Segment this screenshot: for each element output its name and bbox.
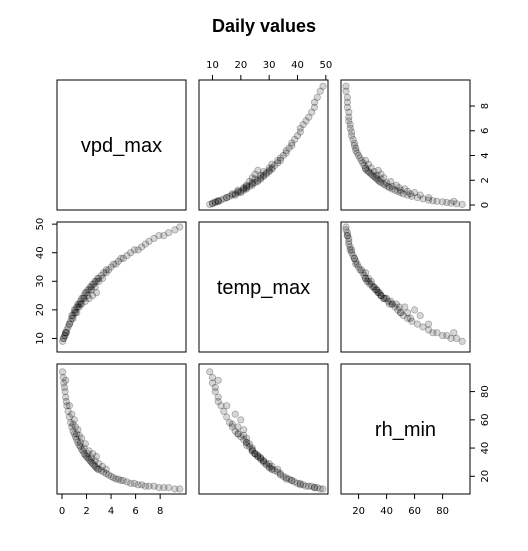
point-vpd_max-vs-temp_max	[269, 161, 275, 167]
tick-label-vpd_max: 8	[480, 103, 491, 109]
point-temp_max-vs-rh_min	[375, 290, 381, 296]
tick-label-temp_max: 50	[319, 60, 332, 71]
point-rh_min-vs-vpd_max	[72, 424, 78, 430]
point-rh_min-vs-vpd_max	[69, 411, 75, 417]
point-rh_min-vs-temp_max	[215, 377, 221, 383]
point-temp_max-vs-rh_min	[411, 307, 417, 313]
panel-temp_max-vpd_max	[57, 222, 186, 352]
point-vpd_max-vs-temp_max	[255, 167, 261, 173]
point-temp_max-vs-rh_min	[396, 304, 402, 310]
tick-label-vpd_max: 0	[59, 506, 65, 517]
point-temp_max-vs-vpd_max	[66, 321, 72, 327]
tick-label-temp_max: 20	[35, 303, 46, 316]
point-temp_max-vs-rh_min	[343, 224, 349, 230]
point-rh_min-vs-vpd_max	[66, 403, 72, 409]
point-vpd_max-vs-rh_min	[425, 194, 431, 200]
tick-label-vpd_max: 0	[480, 202, 491, 208]
diagonal-label-rh_min: rh_min	[375, 419, 436, 441]
point-rh_min-vs-temp_max	[235, 424, 241, 430]
point-vpd_max-vs-rh_min	[417, 192, 423, 198]
tick-label-temp_max: 50	[35, 218, 46, 231]
point-rh_min-vs-temp_max	[246, 441, 252, 447]
point-rh_min-vs-temp_max	[320, 486, 326, 492]
point-temp_max-vs-rh_min	[417, 312, 423, 318]
point-vpd_max-vs-rh_min	[375, 167, 381, 173]
point-temp_max-vs-vpd_max	[99, 275, 105, 281]
point-rh_min-vs-temp_max	[232, 411, 238, 417]
point-temp_max-vs-rh_min	[404, 310, 410, 316]
point-vpd_max-vs-rh_min	[396, 185, 402, 191]
point-vpd_max-vs-temp_max	[275, 157, 281, 163]
point-vpd_max-vs-rh_min	[343, 83, 349, 89]
tick-label-rh_min: 60	[480, 413, 491, 426]
point-rh_min-vs-vpd_max	[93, 453, 99, 459]
tick-label-rh_min: 20	[352, 506, 365, 517]
tick-label-temp_max: 30	[35, 275, 46, 288]
point-vpd_max-vs-temp_max	[235, 188, 241, 194]
point-vpd_max-vs-temp_max	[215, 198, 221, 204]
tick-label-vpd_max: 2	[480, 177, 491, 183]
point-vpd_max-vs-rh_min	[344, 94, 350, 100]
point-vpd_max-vs-rh_min	[451, 198, 457, 204]
panel-vpd_max-temp_max	[199, 80, 328, 210]
point-rh_min-vs-vpd_max	[82, 441, 88, 447]
diagonal-label-vpd_max: vpd_max	[81, 135, 162, 157]
point-temp_max-vs-vpd_max	[177, 224, 183, 230]
point-rh_min-vs-vpd_max	[62, 377, 68, 383]
point-temp_max-vs-rh_min	[425, 321, 431, 327]
point-rh_min-vs-temp_max	[275, 466, 281, 472]
point-vpd_max-vs-temp_max	[224, 194, 230, 200]
diagonal-label-temp_max: temp_max	[217, 277, 310, 299]
tick-label-vpd_max: 6	[132, 506, 138, 517]
tick-label-temp_max: 10	[35, 332, 46, 345]
tick-label-rh_min: 20	[480, 470, 491, 483]
point-temp_max-vs-rh_min	[451, 330, 457, 336]
point-rh_min-vs-temp_max	[238, 417, 244, 423]
point-rh_min-vs-vpd_max	[76, 432, 82, 438]
point-rh_min-vs-temp_max	[224, 403, 230, 409]
point-temp_max-vs-vpd_max	[76, 304, 82, 310]
tick-label-vpd_max: 8	[157, 506, 163, 517]
tick-label-rh_min: 60	[408, 506, 421, 517]
point-temp_max-vs-vpd_max	[72, 310, 78, 316]
point-temp_max-vs-vpd_max	[103, 270, 109, 276]
tick-label-vpd_max: 2	[83, 506, 89, 517]
point-rh_min-vs-temp_max	[241, 432, 247, 438]
tick-label-vpd_max: 4	[108, 506, 114, 517]
point-vpd_max-vs-rh_min	[362, 157, 368, 163]
point-vpd_max-vs-rh_min	[404, 188, 410, 194]
tick-label-rh_min: 40	[380, 506, 393, 517]
point-temp_max-vs-rh_min	[362, 270, 368, 276]
tick-label-temp_max: 30	[263, 60, 276, 71]
point-rh_min-vs-temp_max	[255, 453, 261, 459]
point-temp_max-vs-vpd_max	[166, 230, 172, 236]
point-vpd_max-vs-temp_max	[320, 83, 326, 89]
tick-label-vpd_max: 6	[480, 128, 491, 134]
point-vpd_max-vs-rh_min	[388, 178, 394, 184]
point-temp_max-vs-vpd_max	[62, 330, 68, 336]
point-rh_min-vs-vpd_max	[177, 486, 183, 492]
tick-label-vpd_max: 4	[480, 152, 491, 158]
tick-label-rh_min: 80	[436, 506, 449, 517]
tick-label-rh_min: 80	[480, 385, 491, 398]
point-rh_min-vs-vpd_max	[166, 484, 172, 490]
tick-label-rh_min: 40	[480, 442, 491, 455]
point-vpd_max-vs-temp_max	[260, 168, 266, 174]
point-temp_max-vs-rh_min	[388, 298, 394, 304]
point-vpd_max-vs-temp_max	[314, 94, 320, 100]
point-vpd_max-vs-temp_max	[241, 185, 247, 191]
point-temp_max-vs-vpd_max	[93, 290, 99, 296]
tick-label-temp_max: 40	[35, 246, 46, 259]
tick-label-temp_max: 10	[206, 60, 219, 71]
tick-label-temp_max: 40	[291, 60, 304, 71]
point-rh_min-vs-vpd_max	[103, 466, 109, 472]
tick-label-temp_max: 20	[234, 60, 247, 71]
